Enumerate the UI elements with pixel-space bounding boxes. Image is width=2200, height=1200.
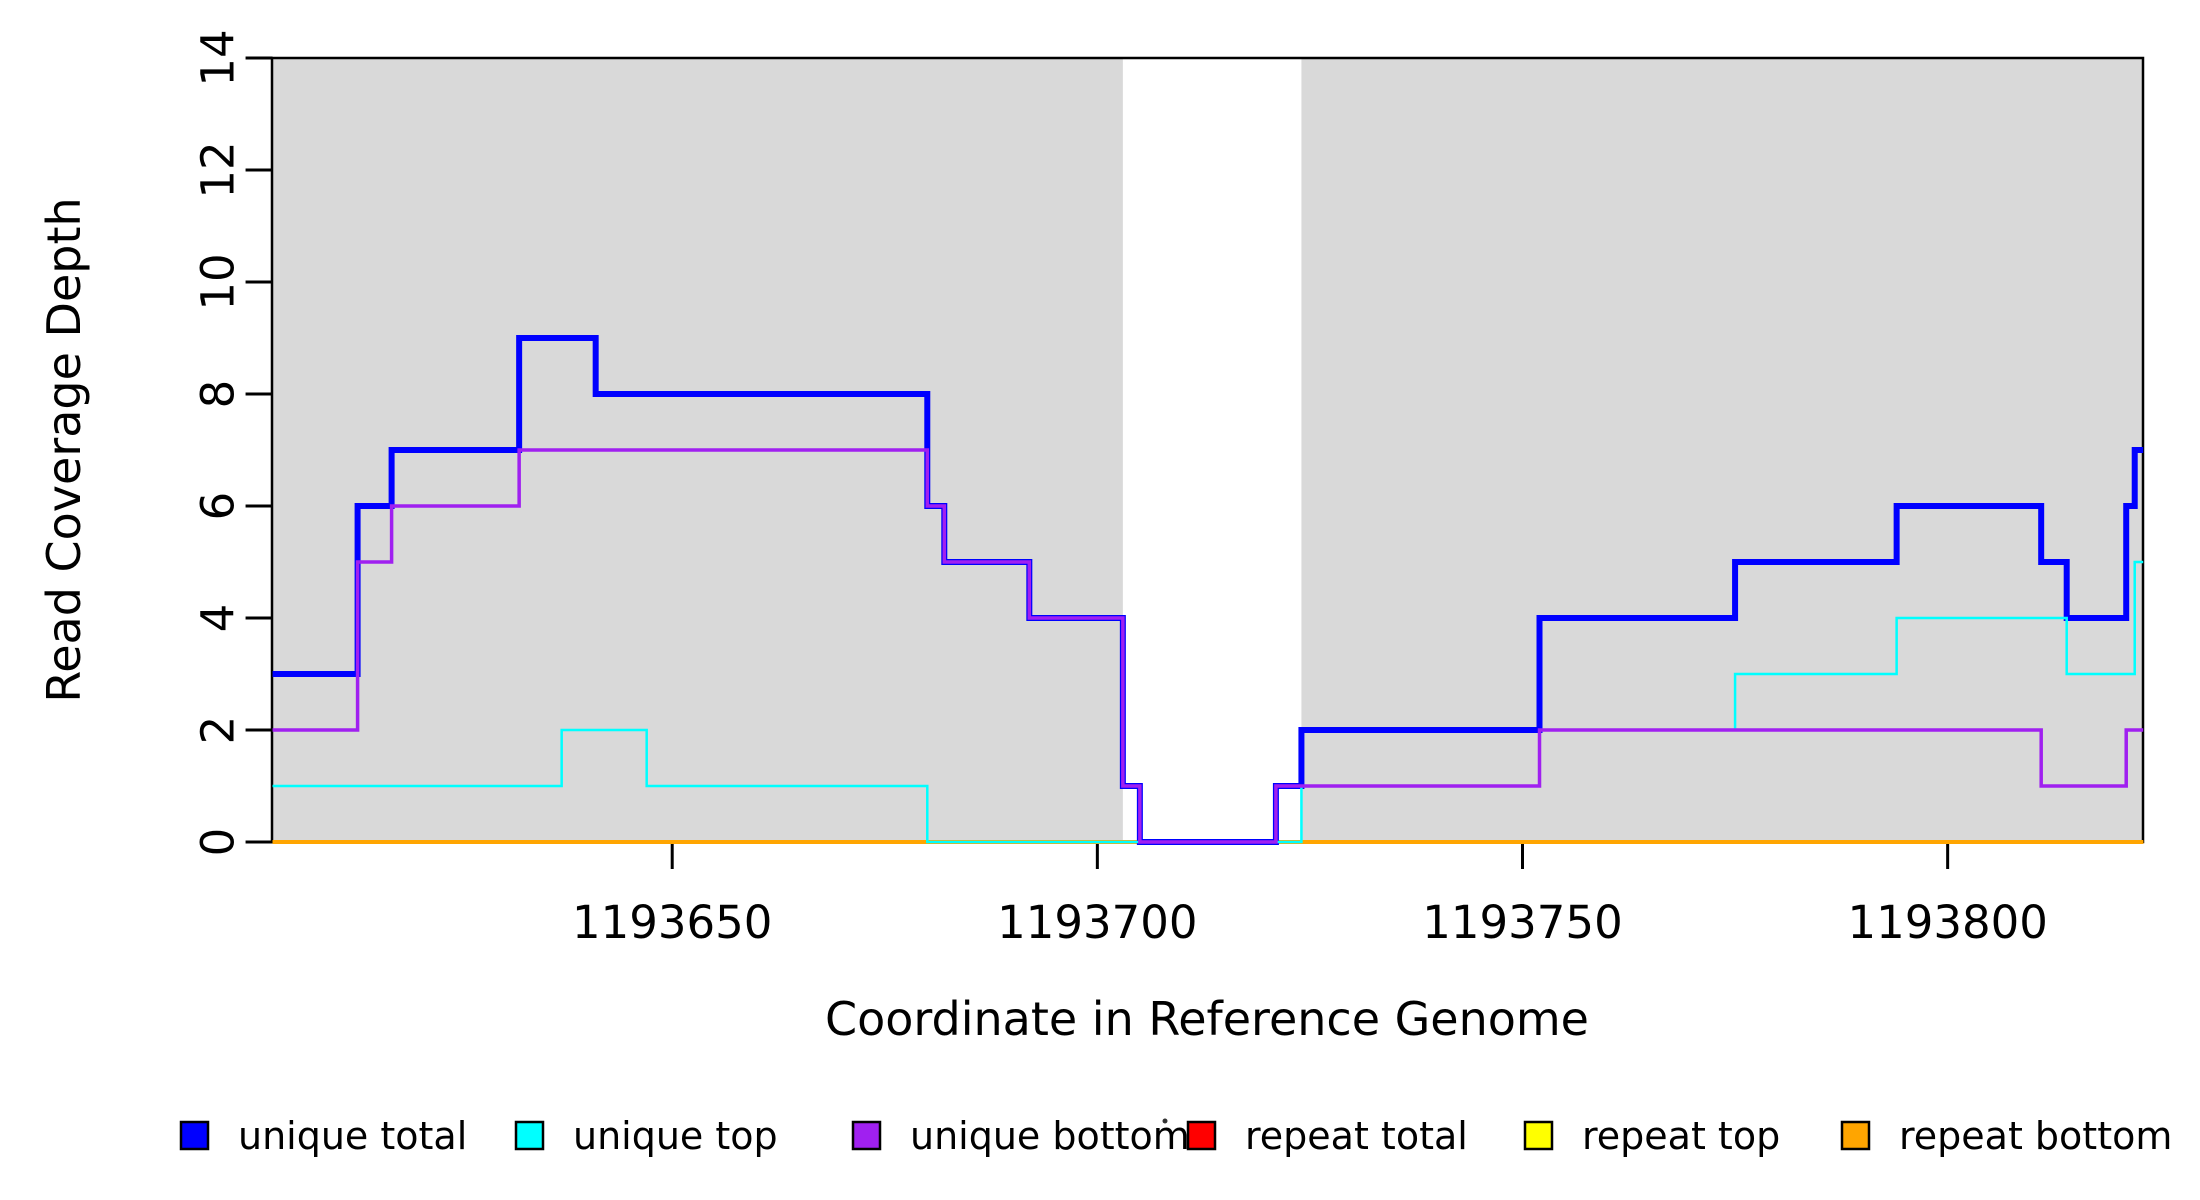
legend-swatch xyxy=(1840,1120,1871,1151)
legend-label: unique top xyxy=(573,1114,778,1158)
legend-item: repeat total xyxy=(1186,1114,1468,1158)
x-tick-label: 1193750 xyxy=(1422,896,1622,949)
y-tick-label: 2 xyxy=(192,716,245,745)
legend-label: repeat total xyxy=(1245,1114,1468,1158)
legend-swatch xyxy=(1523,1120,1554,1151)
y-tick-label: 8 xyxy=(192,380,245,409)
axes: 0 2 4 6 8 10 12 14 1193650 1193700 1193750 1193800 xyxy=(192,29,2048,949)
legend-item: repeat bottom xyxy=(1840,1114,2172,1158)
y-tick-label: 4 xyxy=(192,604,245,633)
legend-swatch xyxy=(1186,1120,1217,1151)
legend-label: repeat top xyxy=(1582,1114,1780,1158)
legend-item: unique total xyxy=(179,1114,467,1158)
legend-label: repeat bottom xyxy=(1899,1114,2172,1158)
y-axis-title: Read Coverage Depth xyxy=(37,197,91,702)
legend-item: unique bottom xyxy=(851,1114,1190,1158)
x-tick-label: 1193700 xyxy=(997,896,1197,949)
x-tick-label: 1193800 xyxy=(1847,896,2047,949)
x-axis-title: Coordinate in Reference Genome xyxy=(825,992,1589,1046)
legend-swatch xyxy=(514,1120,545,1151)
stray-dot xyxy=(1162,1118,1168,1124)
y-tick-label: 0 xyxy=(192,828,245,857)
series-unique-bottom xyxy=(272,448,2144,844)
legend-item: repeat top xyxy=(1523,1114,1780,1158)
legend-label: unique bottom xyxy=(910,1114,1190,1158)
shaded-region xyxy=(1301,58,2144,842)
legend-item: unique top xyxy=(514,1114,778,1158)
data-series xyxy=(272,335,2144,845)
y-tick-label: 6 xyxy=(192,492,245,521)
x-tick-label: 1193650 xyxy=(572,896,772,949)
y-tick-label: 12 xyxy=(192,141,245,198)
legend-label: unique total xyxy=(238,1114,467,1158)
legend-swatch xyxy=(851,1120,882,1151)
legend: unique total unique top unique bottom repea… xyxy=(179,1114,2172,1158)
y-tick-label: 10 xyxy=(192,253,245,310)
legend-swatch xyxy=(179,1120,210,1151)
y-tick-label: 14 xyxy=(192,29,245,86)
shaded-regions xyxy=(272,58,2144,842)
